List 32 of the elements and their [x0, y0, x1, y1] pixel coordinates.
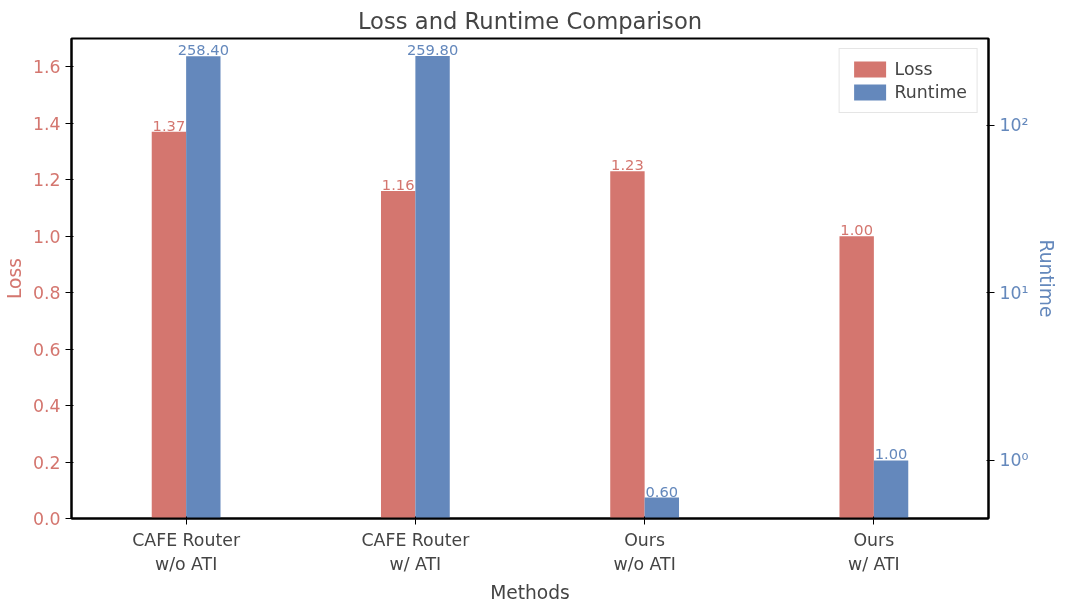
bar [839, 236, 874, 519]
data-label: 1.23 [611, 156, 644, 174]
data-label: 0.60 [645, 482, 679, 500]
x-tick-label: CAFE Router w/ ATI [361, 529, 471, 574]
chart-title: Loss and Runtime Comparison [357, 7, 703, 34]
y2-tick-label: 10⁰ [999, 450, 1029, 471]
y-tick-label: 0.4 [32, 396, 61, 417]
data-label: 1.00 [874, 445, 908, 463]
data-label: 258.40 [177, 41, 229, 59]
data-label: 1.37 [152, 116, 186, 134]
data-label: 1.00 [840, 221, 874, 239]
y2-tick-label: 10² [999, 115, 1029, 136]
data-label: 1.16 [381, 175, 415, 193]
y-tick-label: 0.6 [32, 339, 61, 360]
x-tick-label: Ours w/o ATI [613, 529, 676, 574]
y-tick-label: 1.0 [32, 226, 61, 247]
y-tick-label: 0.2 [32, 452, 61, 473]
y-tick-label: 1.6 [32, 57, 61, 78]
x-axis-title: Methods [490, 581, 570, 603]
x-tick-label: Ours w/ ATI [848, 529, 900, 574]
y-axis-title: Loss [3, 258, 25, 299]
y2-tick-label: 10¹ [999, 282, 1029, 303]
y2-axis-title: Runtime [1036, 239, 1058, 318]
data-label: 259.80 [406, 40, 459, 58]
bar [610, 171, 645, 519]
y-tick-label: 1.2 [32, 170, 61, 191]
x-tick-label: CAFE Router w/o ATI [132, 529, 241, 574]
legend-label: Runtime [894, 82, 967, 102]
y-tick-label: 0.8 [32, 283, 61, 304]
y-tick-label: 1.4 [32, 113, 61, 134]
y-tick-label: 0.0 [32, 509, 61, 529]
legend-label: Loss [894, 59, 933, 79]
